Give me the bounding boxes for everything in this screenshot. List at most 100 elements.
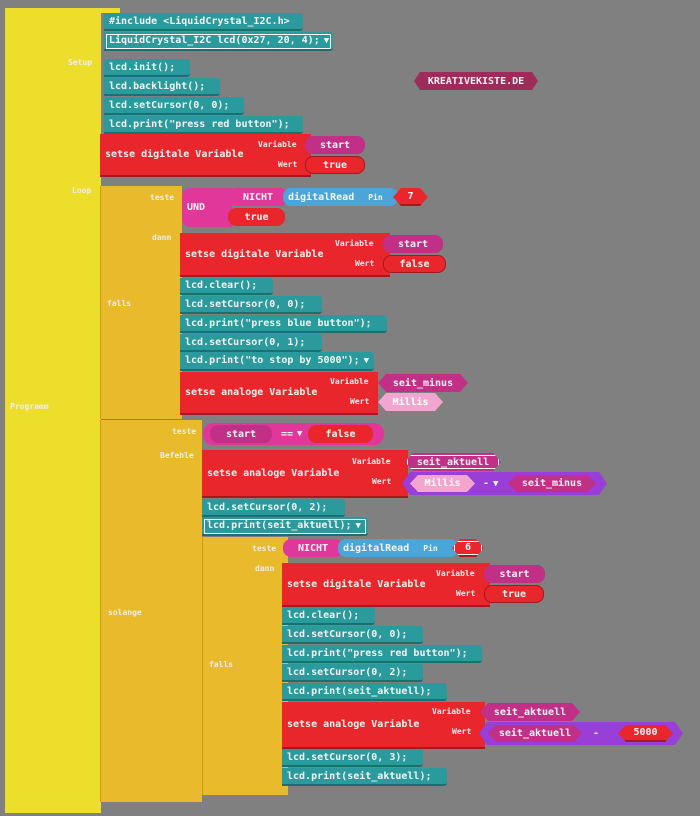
millis-block[interactable]: Millis [378,393,443,411]
variable-seit-minus[interactable]: seit_minus [378,374,468,392]
not-block[interactable]: NICHT [283,539,343,557]
lcd-declaration-text: LiquidCrystal_I2C lcd(0x27, 20, 4); [109,35,320,46]
lcd-setcursor-block[interactable]: lcd.setCursor(0, 0); [180,296,322,314]
operator-text[interactable]: - [593,728,600,739]
test-label: teste [172,427,197,436]
lcd-setcursor-block[interactable]: lcd.setCursor(0, 3); [282,749,423,767]
digitalread-block[interactable]: digitalRead Pin [338,539,458,557]
lcd-declaration-block[interactable]: LiquidCrystal_I2C lcd(0x27, 20, 4); ▼ [104,32,333,51]
if-label: falls [209,660,234,669]
dropdown-icon[interactable]: ▼ [493,478,499,489]
pin-label: Pin [368,192,383,202]
dropdown-icon[interactable]: ▼ [323,35,330,46]
not-block[interactable]: NICHT [228,188,288,206]
then-label: dann [152,233,172,242]
number-5000[interactable]: 5000 [618,725,673,742]
digitalread-label: digitalRead [343,542,410,554]
test-label: teste [150,193,175,202]
lcd-setcursor-block[interactable]: lcd.setCursor(0, 0); [104,97,244,115]
block-label: setse digitale Variable [105,149,244,160]
lcd-init-block[interactable]: lcd.init(); [104,59,190,77]
lcd-print-text: lcd.print("to stop by 5000"); [185,355,360,366]
pin-value[interactable]: 7 [393,188,428,206]
digitalread-block[interactable]: digitalRead Pin [283,188,398,206]
block-label: setse digitale Variable [185,248,324,260]
lcd-print-block[interactable]: lcd.print("to stop by 5000"); ▼ [180,352,374,371]
variable-seit-aktuell[interactable]: seit_aktuell [488,725,582,742]
pin-value[interactable]: 6 [452,539,484,557]
block-label: setse analoge Variable [185,387,318,398]
value-label: Wert [456,589,476,598]
value-true[interactable]: true [305,156,365,174]
lcd-print-block[interactable]: lcd.print("press red button"); [282,645,482,663]
while-label: solange [108,608,142,617]
lcd-print-text: lcd.print(seit_aktuell); [207,520,352,531]
value-false[interactable]: false [383,255,446,273]
lcd-clear-block[interactable]: lcd.clear(); [282,607,375,625]
variable-seit-aktuell[interactable]: seit_aktuell [405,453,501,471]
variable-seit-aktuell[interactable]: seit_aktuell [480,703,580,721]
variable-label: Variable [258,140,297,149]
variable-label: Variable [352,457,391,466]
lcd-print-block[interactable]: lcd.print(seit_aktuell); [282,683,447,701]
if-block[interactable] [202,537,288,795]
if-block[interactable] [100,186,182,419]
millis-block[interactable]: Millis [410,475,475,492]
program-label: Programm [10,402,49,411]
and-block[interactable]: UND [182,188,232,227]
dropdown-icon[interactable]: ▼ [363,355,370,366]
include-block[interactable]: #include <LiquidCrystal_I2C.h> [104,13,303,31]
lcd-print-block[interactable]: lcd.print(seit_aktuell); [282,768,447,786]
variable-seit-minus[interactable]: seit_minus [508,475,596,492]
lcd-backlight-block[interactable]: lcd.backlight(); [104,78,220,96]
digitalread-label: digitalRead [288,191,355,203]
lcd-setcursor-block[interactable]: lcd.setCursor(0, 0); [282,626,423,644]
set-digital-variable-block[interactable]: setse digitale Variable [100,134,311,177]
variable-start[interactable]: start [383,235,443,253]
then-label: dann [255,564,275,573]
operator-dropdown[interactable]: - ▼ [478,475,506,492]
variable-start[interactable]: start [210,425,272,443]
lcd-setcursor-block[interactable]: lcd.setCursor(0, 1); [180,334,322,352]
variable-start[interactable]: start [305,136,365,154]
commands-label: Befehle [160,451,194,460]
setup-label: Setup [68,58,93,67]
value-label: Wert [372,477,392,486]
variable-label: Variable [335,239,374,248]
value-label: Wert [278,160,298,169]
lcd-print-block[interactable]: lcd.print("press blue button"); [180,315,387,333]
value-label: Wert [355,259,375,268]
set-analog-variable-block[interactable]: setse analoge Variable [282,702,485,749]
value-label: Wert [452,727,472,736]
pin-label: Pin [423,543,438,553]
dropdown-icon[interactable]: ▼ [297,429,303,439]
lcd-clear-block[interactable]: lcd.clear(); [180,278,273,295]
set-digital-variable-block[interactable]: setse digitale Variable [282,563,490,607]
test-label: teste [252,544,277,553]
block-label: setse digitale Variable [287,578,426,590]
set-analog-variable-block[interactable]: setse analoge Variable [202,450,408,498]
loop-label: Loop [72,186,92,195]
program-block[interactable] [5,8,101,813]
value-false[interactable]: false [308,425,373,443]
variable-label: Variable [432,707,471,716]
dropdown-icon[interactable]: ▼ [355,520,361,531]
lcd-setcursor-block[interactable]: lcd.setCursor(0, 2); [282,664,423,682]
if-label: falls [107,299,132,308]
while-block[interactable] [100,420,202,802]
value-true[interactable]: true [228,208,285,226]
operator-text: - [483,478,490,489]
kreativekiste-badge[interactable]: KREATIVEKISTE.DE [414,72,538,90]
lcd-setcursor-block[interactable]: lcd.setCursor(0, 2); [202,499,345,517]
operator-text: == [281,428,294,440]
lcd-print-block[interactable]: lcd.print("press red button"); [104,116,303,134]
operator-dropdown[interactable]: == ▼ [276,425,306,443]
set-digital-variable-block[interactable]: setse digitale Variable [180,233,390,277]
value-label: Wert [350,397,370,406]
set-analog-variable-block[interactable]: setse analoge Variable [180,372,378,415]
lcd-print-block[interactable]: lcd.print(seit_aktuell); ▼ [202,517,368,536]
variable-start[interactable]: start [484,565,545,583]
variable-label: Variable [436,569,475,578]
variable-label: Variable [330,377,369,386]
value-true[interactable]: true [484,585,544,603]
